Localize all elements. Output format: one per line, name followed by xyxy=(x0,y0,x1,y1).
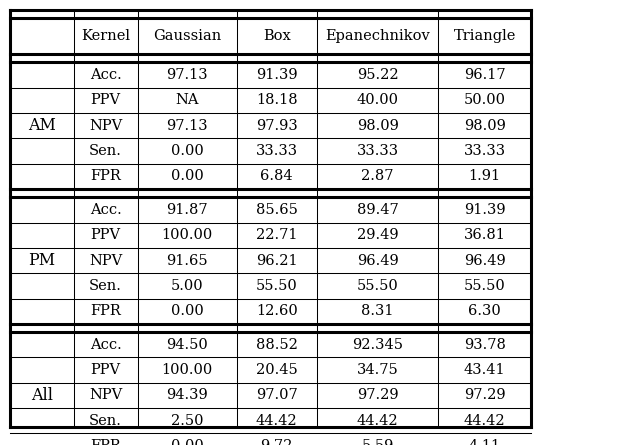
Text: 44.42: 44.42 xyxy=(256,414,298,428)
Text: 4.11: 4.11 xyxy=(468,439,501,445)
Text: Sen.: Sen. xyxy=(89,144,122,158)
Text: 89.47: 89.47 xyxy=(356,203,399,217)
Text: 91.39: 91.39 xyxy=(464,203,506,217)
Text: 0.00: 0.00 xyxy=(171,170,204,183)
Text: 96.49: 96.49 xyxy=(356,254,399,267)
Text: 97.29: 97.29 xyxy=(464,388,506,402)
Text: 98.09: 98.09 xyxy=(356,119,399,133)
Text: 97.13: 97.13 xyxy=(166,68,208,82)
Text: NA: NA xyxy=(175,93,199,107)
Text: FPR: FPR xyxy=(90,439,121,445)
Text: 97.13: 97.13 xyxy=(166,119,208,133)
Text: NPV: NPV xyxy=(89,388,122,402)
Text: PPV: PPV xyxy=(90,93,121,107)
Text: All: All xyxy=(31,387,52,404)
Text: 2.50: 2.50 xyxy=(171,414,204,428)
Text: 0.00: 0.00 xyxy=(171,304,204,318)
Text: 98.09: 98.09 xyxy=(464,119,506,133)
Text: 100.00: 100.00 xyxy=(161,363,213,377)
Text: 44.42: 44.42 xyxy=(356,414,399,428)
Text: 6.30: 6.30 xyxy=(468,304,501,318)
Text: Triangle: Triangle xyxy=(454,29,516,43)
Text: Acc.: Acc. xyxy=(90,68,122,82)
Text: 96.21: 96.21 xyxy=(256,254,298,267)
Text: 91.39: 91.39 xyxy=(256,68,298,82)
Text: 97.93: 97.93 xyxy=(256,119,298,133)
Text: 36.81: 36.81 xyxy=(464,228,506,242)
Text: 96.49: 96.49 xyxy=(464,254,506,267)
Text: 12.60: 12.60 xyxy=(256,304,298,318)
Text: 20.45: 20.45 xyxy=(256,363,298,377)
Text: Acc.: Acc. xyxy=(90,203,122,217)
Text: 97.29: 97.29 xyxy=(356,388,399,402)
Text: 93.78: 93.78 xyxy=(464,338,506,352)
Text: Sen.: Sen. xyxy=(89,279,122,293)
Text: 29.49: 29.49 xyxy=(356,228,399,242)
Text: 91.65: 91.65 xyxy=(166,254,208,267)
Text: 33.33: 33.33 xyxy=(464,144,506,158)
Text: 88.52: 88.52 xyxy=(256,338,298,352)
Text: 55.50: 55.50 xyxy=(256,279,298,293)
Text: Acc.: Acc. xyxy=(90,338,122,352)
Text: 55.50: 55.50 xyxy=(356,279,399,293)
Text: 55.50: 55.50 xyxy=(464,279,506,293)
Text: PM: PM xyxy=(28,252,55,269)
Text: 97.07: 97.07 xyxy=(256,388,298,402)
Text: 0.00: 0.00 xyxy=(171,144,204,158)
Text: PPV: PPV xyxy=(90,363,121,377)
Text: 33.33: 33.33 xyxy=(356,144,399,158)
Text: 5.59: 5.59 xyxy=(362,439,394,445)
Text: 6.84: 6.84 xyxy=(260,170,293,183)
Text: 85.65: 85.65 xyxy=(256,203,298,217)
Text: 50.00: 50.00 xyxy=(464,93,506,107)
Text: NPV: NPV xyxy=(89,119,122,133)
Text: 0.00: 0.00 xyxy=(171,439,204,445)
Text: 43.41: 43.41 xyxy=(464,363,506,377)
Text: 91.87: 91.87 xyxy=(166,203,208,217)
Text: 96.17: 96.17 xyxy=(464,68,506,82)
Text: Sen.: Sen. xyxy=(89,414,122,428)
Text: 94.39: 94.39 xyxy=(166,388,208,402)
Text: 92.345: 92.345 xyxy=(352,338,403,352)
Text: 100.00: 100.00 xyxy=(161,228,213,242)
Text: AM: AM xyxy=(28,117,56,134)
Text: Gaussian: Gaussian xyxy=(153,29,221,43)
Text: 44.42: 44.42 xyxy=(464,414,506,428)
Text: FPR: FPR xyxy=(90,170,121,183)
Text: 2.87: 2.87 xyxy=(362,170,394,183)
Text: 5.00: 5.00 xyxy=(171,279,204,293)
Text: 94.50: 94.50 xyxy=(166,338,208,352)
Text: NPV: NPV xyxy=(89,254,122,267)
Text: Box: Box xyxy=(263,29,291,43)
Text: 40.00: 40.00 xyxy=(356,93,399,107)
Text: PPV: PPV xyxy=(90,228,121,242)
Text: 8.31: 8.31 xyxy=(362,304,394,318)
Text: FPR: FPR xyxy=(90,304,121,318)
Text: 34.75: 34.75 xyxy=(356,363,399,377)
Text: 18.18: 18.18 xyxy=(256,93,298,107)
Text: 1.91: 1.91 xyxy=(468,170,501,183)
Text: 33.33: 33.33 xyxy=(256,144,298,158)
Text: 22.71: 22.71 xyxy=(256,228,298,242)
Text: 95.22: 95.22 xyxy=(356,68,399,82)
Text: Epanechnikov: Epanechnikov xyxy=(325,29,430,43)
Text: Kernel: Kernel xyxy=(81,29,130,43)
Text: 9.72: 9.72 xyxy=(260,439,293,445)
